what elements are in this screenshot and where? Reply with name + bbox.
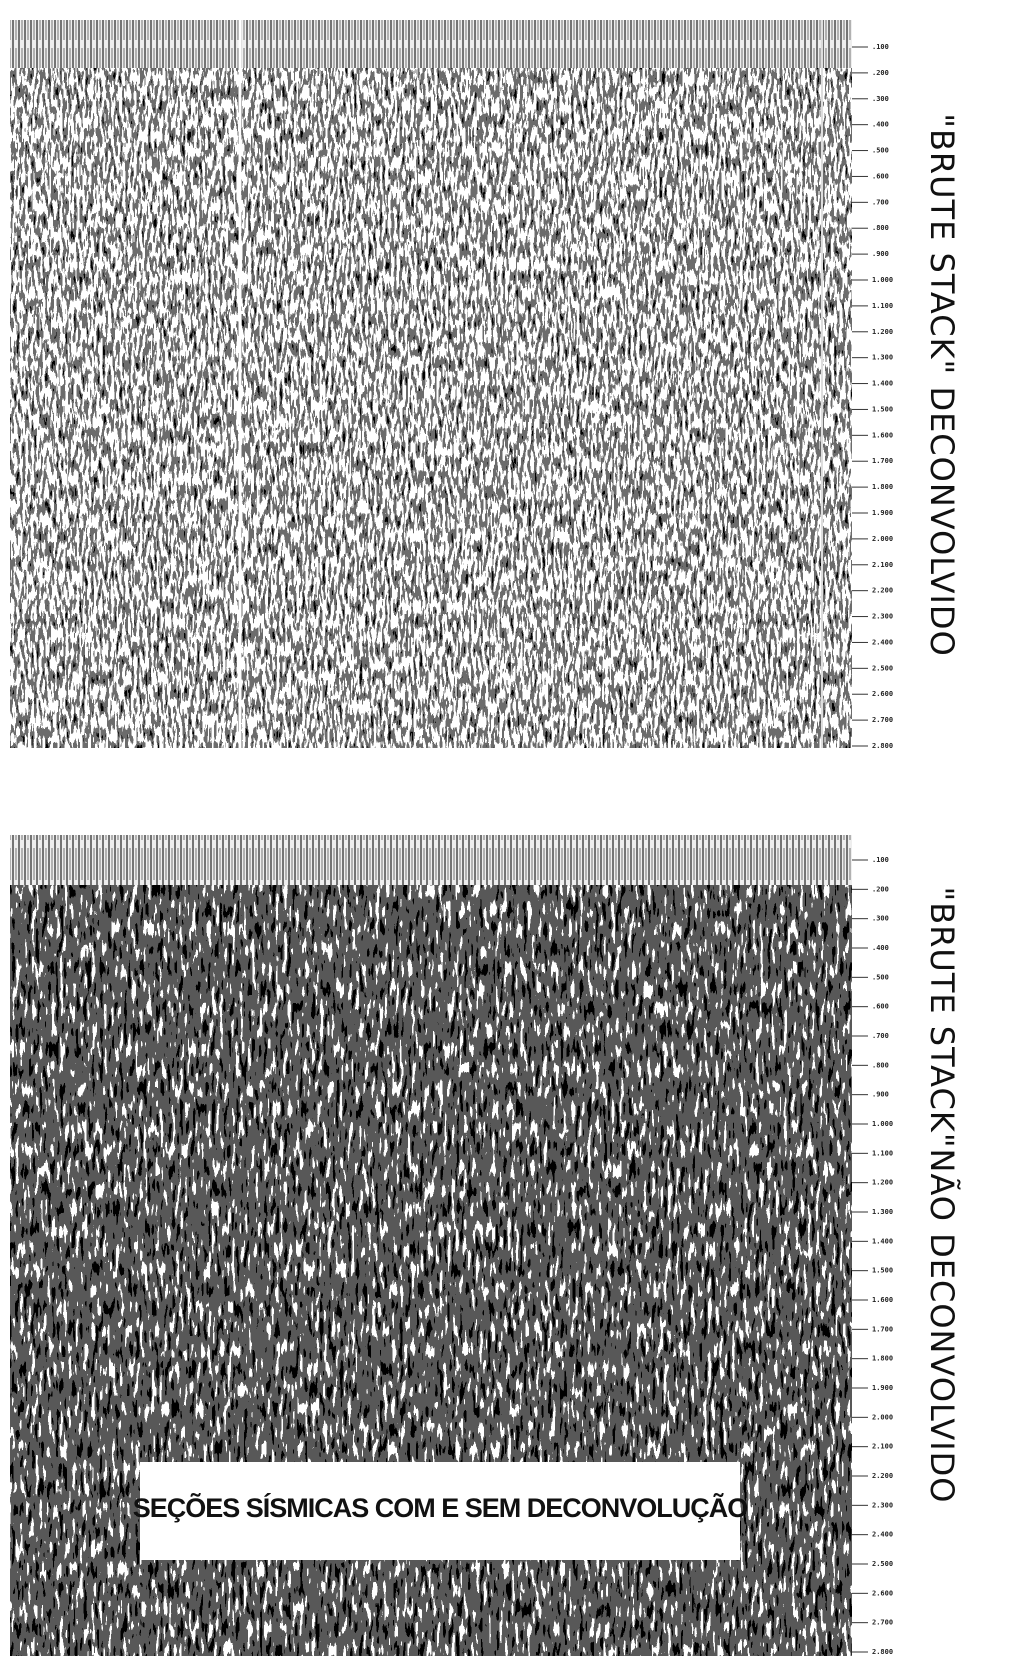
caption: SEÇÕES SÍSMICAS COM E SEM DECONVOLUÇÃO bbox=[133, 1492, 748, 1523]
time-label: 1.400 bbox=[872, 1237, 893, 1245]
seismic-section bbox=[10, 20, 852, 748]
panel-title: "BRUTE STACK"NÃO DECONVOLVIDO bbox=[923, 887, 961, 1504]
time-label: 2.300 bbox=[872, 613, 893, 621]
time-label: 2.400 bbox=[872, 1531, 893, 1539]
time-label: 1.100 bbox=[872, 1149, 893, 1157]
time-label: 1.500 bbox=[872, 1267, 893, 1275]
time-label: .500 bbox=[872, 973, 889, 981]
time-label: 2.100 bbox=[872, 561, 893, 569]
time-label: .400 bbox=[872, 944, 889, 952]
time-label: .200 bbox=[872, 885, 889, 893]
time-label: 2.000 bbox=[872, 535, 893, 543]
time-label: 2.400 bbox=[872, 638, 893, 646]
time-label: 1.300 bbox=[872, 1208, 893, 1216]
time-label: 1.700 bbox=[872, 1325, 893, 1333]
time-label: 2.800 bbox=[872, 742, 893, 750]
time-label: .500 bbox=[872, 147, 889, 155]
time-label: 1.100 bbox=[872, 302, 893, 310]
time-label: 2.200 bbox=[872, 587, 893, 595]
time-label: 2.700 bbox=[872, 716, 893, 724]
page: SEÇÕES SÍSMICAS COM E SEM DECONVOLUÇÃO .… bbox=[0, 0, 1011, 1656]
time-label: 1.800 bbox=[872, 1355, 893, 1363]
time-label: 2.000 bbox=[872, 1413, 893, 1421]
time-label: 1.800 bbox=[872, 483, 893, 491]
panel-title: "BRUTE STACK" DECONVOLVIDO bbox=[923, 113, 961, 657]
time-label: .700 bbox=[872, 1032, 889, 1040]
time-label: 1.200 bbox=[872, 1179, 893, 1187]
time-label: .900 bbox=[872, 250, 889, 258]
time-label: .300 bbox=[872, 95, 889, 103]
time-label: 2.500 bbox=[872, 664, 893, 672]
time-label: 2.600 bbox=[872, 1589, 893, 1597]
time-label: 1.700 bbox=[872, 457, 893, 465]
trace-header bbox=[10, 20, 852, 68]
time-label: .600 bbox=[872, 1003, 889, 1011]
time-label: 1.600 bbox=[872, 1296, 893, 1304]
trace-header bbox=[10, 835, 852, 885]
figure: SEÇÕES SÍSMICAS COM E SEM DECONVOLUÇÃO .… bbox=[0, 0, 1011, 1656]
time-label: 2.600 bbox=[872, 690, 893, 698]
time-label: .100 bbox=[872, 43, 889, 51]
time-label: 2.800 bbox=[872, 1648, 893, 1656]
time-label: 1.900 bbox=[872, 1384, 893, 1392]
time-label: 1.500 bbox=[872, 405, 893, 413]
time-label: 2.500 bbox=[872, 1560, 893, 1568]
time-label: .400 bbox=[872, 121, 889, 129]
time-label: 1.000 bbox=[872, 276, 893, 284]
time-label: .100 bbox=[872, 856, 889, 864]
time-label: 2.100 bbox=[872, 1443, 893, 1451]
time-label: .700 bbox=[872, 198, 889, 206]
time-label: .800 bbox=[872, 224, 889, 232]
time-label: .800 bbox=[872, 1061, 889, 1069]
time-label: 1.600 bbox=[872, 431, 893, 439]
time-label: .600 bbox=[872, 172, 889, 180]
time-label: 2.700 bbox=[872, 1619, 893, 1627]
time-label: .900 bbox=[872, 1091, 889, 1099]
time-label: 1.200 bbox=[872, 328, 893, 336]
time-label: .200 bbox=[872, 69, 889, 77]
time-label: 1.900 bbox=[872, 509, 893, 517]
time-label: 1.400 bbox=[872, 380, 893, 388]
time-label: 2.300 bbox=[872, 1501, 893, 1509]
time-label: 2.200 bbox=[872, 1472, 893, 1480]
time-label: 1.300 bbox=[872, 354, 893, 362]
time-label: 1.000 bbox=[872, 1120, 893, 1128]
time-label: .300 bbox=[872, 915, 889, 923]
